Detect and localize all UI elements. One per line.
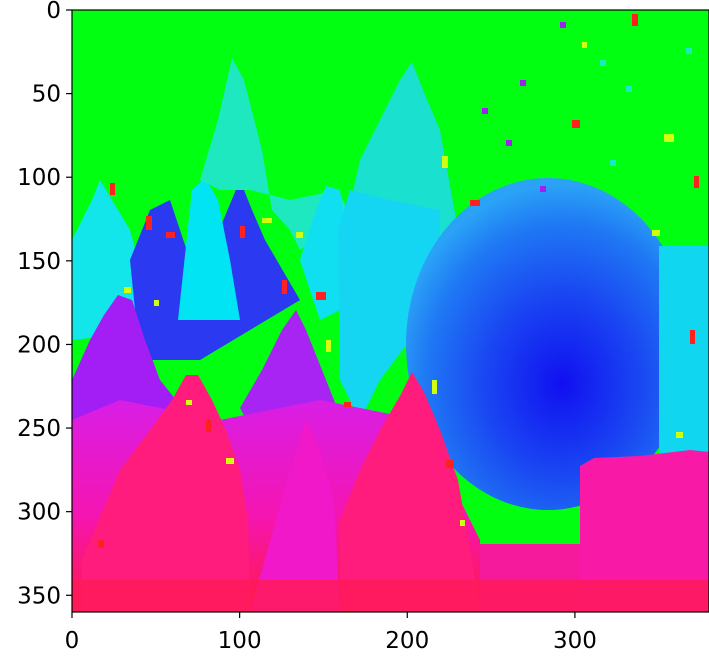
speckle xyxy=(690,330,695,344)
speckle xyxy=(582,42,587,48)
region-magenta-spire xyxy=(250,420,340,612)
region-mid-spire xyxy=(178,178,240,320)
speckle xyxy=(676,432,683,438)
speckle xyxy=(110,183,115,195)
region-floor-right xyxy=(580,450,709,612)
speckle xyxy=(664,134,674,142)
speckle xyxy=(124,287,131,293)
y-tick-label: 250 xyxy=(17,416,61,442)
y-tick-label: 350 xyxy=(17,583,61,609)
y-tick-label: 300 xyxy=(17,500,61,526)
speckle xyxy=(540,186,546,192)
region-right-edge xyxy=(659,246,709,456)
speckle xyxy=(482,108,488,114)
speckle xyxy=(432,380,437,394)
speckle xyxy=(154,300,159,306)
y-tick-label: 150 xyxy=(17,249,61,275)
region-spire-base xyxy=(338,190,440,420)
y-tick-label: 100 xyxy=(17,165,61,191)
speckle xyxy=(652,230,660,236)
speckle xyxy=(632,14,638,26)
region-pink-spire-right xyxy=(340,372,480,612)
plot-frame xyxy=(71,9,709,613)
speckle xyxy=(316,292,326,300)
x-tick-label: 300 xyxy=(553,628,597,654)
speckle xyxy=(226,458,234,464)
noise-speckles xyxy=(98,14,699,548)
x-tick-label: 200 xyxy=(385,628,429,654)
speckle xyxy=(572,120,580,128)
y-axis: 0 50 100 150 200 250 300 350 xyxy=(17,0,72,609)
speckle xyxy=(240,226,245,238)
region-tall-spire-left xyxy=(200,58,350,250)
y-tick-label: 50 xyxy=(32,82,61,108)
speckle xyxy=(520,80,526,86)
speckle xyxy=(446,460,454,468)
heatmap-image xyxy=(72,10,709,612)
speckle xyxy=(98,540,104,548)
speckle xyxy=(560,22,566,28)
speckle xyxy=(442,156,448,168)
y-tick-label: 200 xyxy=(17,332,61,358)
speckle xyxy=(282,280,287,294)
speckle xyxy=(296,232,303,238)
speckle xyxy=(460,520,465,526)
speckle xyxy=(470,200,480,206)
x-tick-label: 100 xyxy=(218,628,262,654)
speckle xyxy=(626,86,632,92)
speckle xyxy=(686,48,692,54)
speckle xyxy=(610,160,616,166)
region-pink-spire-left xyxy=(82,375,250,612)
x-axis: 0 100 200 300 xyxy=(65,612,597,654)
speckle xyxy=(262,218,272,223)
speckle xyxy=(166,232,175,238)
speckle xyxy=(146,216,152,230)
region-floor-bottom xyxy=(72,580,709,612)
y-tick-label: 0 xyxy=(46,0,61,24)
speckle xyxy=(186,400,192,405)
x-tick-label: 0 xyxy=(65,628,80,654)
speckle xyxy=(506,140,512,146)
speckle xyxy=(326,340,331,352)
speckle xyxy=(600,60,606,66)
speckle xyxy=(206,420,211,432)
speckle xyxy=(344,402,351,407)
speckle xyxy=(694,176,699,188)
region-dome xyxy=(406,178,690,510)
